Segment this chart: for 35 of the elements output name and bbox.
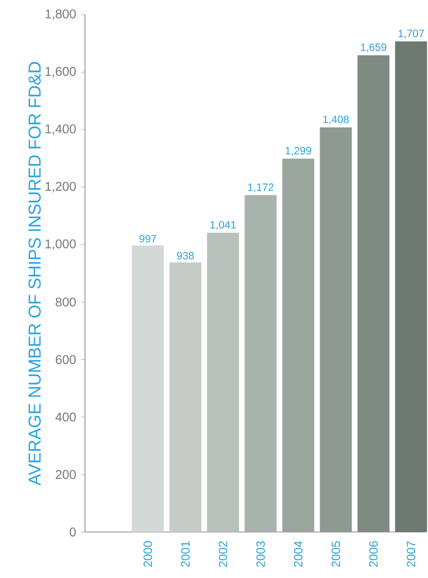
data-label: 1,299 — [286, 146, 312, 156]
data-label: 1,659 — [360, 43, 386, 52]
x-tick-label: 2005 — [332, 541, 340, 567]
bar — [207, 232, 240, 532]
y-tick-label: 1,400 — [46, 124, 76, 135]
data-label: 938 — [177, 252, 194, 260]
y-tick-label: 0 — [70, 528, 76, 536]
bar — [320, 127, 352, 532]
y-tick-label: 800 — [56, 298, 76, 307]
y-tick-label: 200 — [56, 470, 76, 479]
y-tick-label: 1,600 — [46, 66, 76, 78]
bar — [357, 55, 390, 532]
x-tick-label: 2007 — [406, 541, 416, 567]
data-label: 1,172 — [248, 183, 274, 192]
y-axis-title: AVERAGE NUMBER OF SHIPS INSURED FOR FD&D — [28, 62, 41, 486]
x-tick-label: 2004 — [294, 541, 302, 567]
y-tick-label: 400 — [55, 412, 76, 422]
bar — [395, 41, 428, 532]
y-tick-label: 1,200 — [46, 182, 76, 192]
data-label: 1,041 — [210, 221, 236, 230]
x-tick-label: 2003 — [256, 541, 265, 567]
bar — [282, 158, 314, 532]
bar — [169, 262, 202, 532]
data-label: 1,707 — [398, 30, 424, 38]
bar — [244, 195, 277, 532]
y-tick-label: 600 — [56, 355, 76, 364]
y-tick-label: 1,000 — [46, 239, 76, 250]
x-tick-label: 2006 — [369, 541, 378, 567]
y-tick-label: 1,800 — [46, 9, 76, 20]
data-label: 1,408 — [323, 116, 349, 124]
x-tick-label: 2001 — [181, 541, 190, 567]
x-tick-label: 2002 — [218, 541, 228, 567]
data-label: 997 — [139, 234, 156, 243]
bar — [132, 245, 164, 532]
x-tick-label: 2000 — [144, 541, 152, 567]
